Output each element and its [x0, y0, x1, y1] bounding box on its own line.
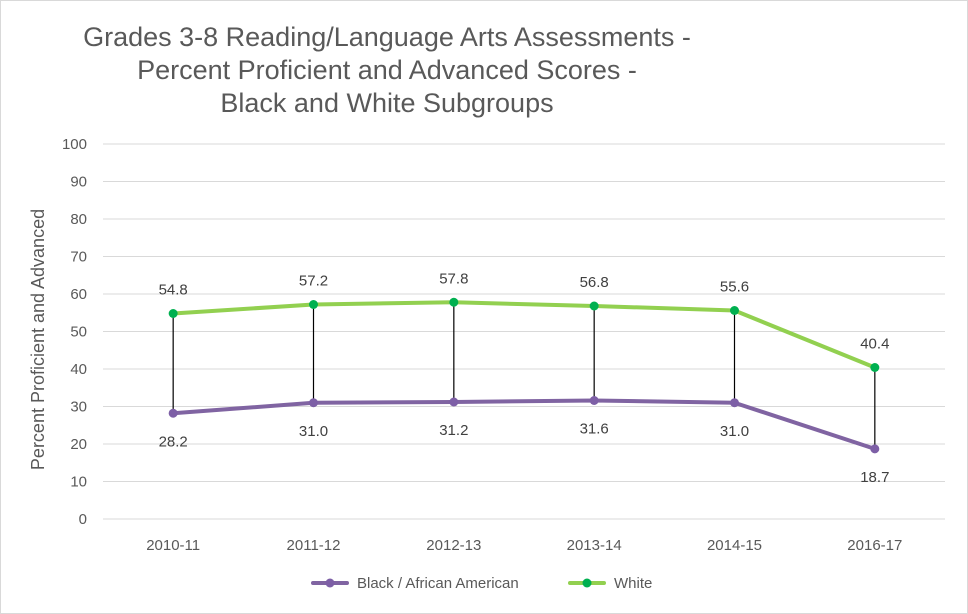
data-label: 31.2: [439, 422, 468, 439]
y-tick-label: 60: [70, 286, 87, 303]
y-axis-label: Percent Proficient and Advanced: [28, 209, 48, 470]
x-tick-label: 2010-11: [146, 537, 200, 554]
y-tick-label: 90: [70, 174, 87, 191]
data-label: 56.8: [580, 274, 609, 291]
data-label: 54.8: [159, 282, 188, 299]
x-tick-label: 2012-13: [426, 537, 481, 554]
x-tick-label: 2011-12: [287, 537, 341, 554]
data-point: [449, 297, 459, 307]
x-tick-label: 2016-17: [847, 537, 902, 554]
data-point: [168, 309, 178, 318]
data-label: 40.4: [860, 336, 889, 353]
y-tick-label: 80: [70, 211, 87, 228]
data-point: [730, 398, 739, 408]
data-point: [309, 398, 318, 408]
y-tick-label: 20: [70, 436, 87, 453]
chart-title-line-1: Grades 3-8 Reading/Language Arts Assessm…: [83, 22, 691, 52]
legend-swatch-marker: [582, 578, 592, 588]
y-tick-label: 0: [79, 511, 87, 528]
series-line-0: [171, 398, 877, 451]
legend-label: Black / African American: [357, 575, 519, 592]
chart-title: Grades 3-8 Reading/Language Arts Assessm…: [1, 21, 773, 120]
series-line-1: [171, 300, 877, 370]
y-tick-label: 100: [62, 136, 87, 153]
data-point: [449, 397, 459, 407]
data-point: [730, 306, 739, 315]
data-label: 31.0: [299, 423, 328, 440]
data-label: 57.2: [299, 273, 328, 290]
data-point: [870, 363, 880, 372]
x-tick-label: 2013-14: [567, 537, 622, 554]
chart-title-line-3: Black and White Subgroups: [220, 88, 554, 118]
legend-swatch-marker: [325, 578, 335, 588]
data-label: 31.0: [720, 423, 749, 440]
data-label: 28.2: [159, 433, 188, 450]
legend-label: White: [614, 575, 652, 592]
data-label: 57.8: [439, 270, 468, 287]
y-tick-label: 30: [70, 399, 87, 416]
data-point: [589, 301, 599, 311]
data-label: 18.7: [860, 469, 889, 486]
data-point: [168, 408, 178, 418]
data-point: [870, 444, 880, 454]
chart-title-line-2: Percent Proficient and Advanced Scores -: [137, 55, 637, 85]
data-label: 55.6: [720, 279, 749, 296]
data-label: 31.6: [580, 421, 609, 438]
y-tick-label: 50: [70, 324, 87, 341]
y-tick-label: 70: [70, 249, 87, 266]
x-tick-label: 2014-15: [707, 537, 762, 554]
data-point: [589, 396, 599, 405]
y-tick-label: 40: [70, 361, 87, 378]
data-point: [309, 300, 318, 309]
y-tick-label: 10: [70, 474, 87, 491]
